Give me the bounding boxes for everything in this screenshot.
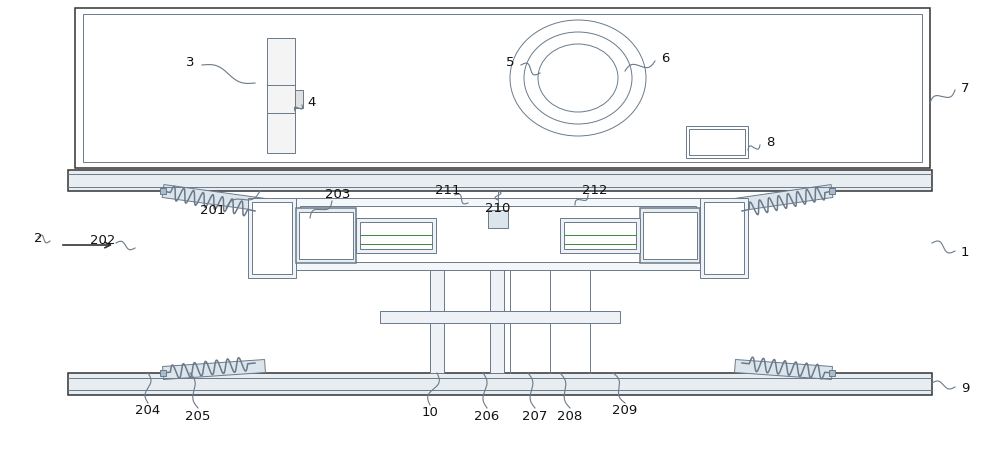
Text: 4: 4 (308, 96, 316, 110)
Bar (564, 222, 636, 249)
Bar (356, 218, 436, 253)
Bar (689, 129, 745, 155)
Text: 9: 9 (961, 382, 969, 394)
Bar (248, 198, 296, 278)
Bar (488, 210, 508, 228)
Text: 8: 8 (766, 137, 774, 150)
Text: 209: 209 (612, 405, 638, 418)
Polygon shape (735, 359, 832, 380)
Text: 201: 201 (200, 204, 226, 217)
Bar (296, 208, 356, 263)
Bar (643, 212, 697, 259)
Text: 202: 202 (90, 234, 116, 248)
Text: 210: 210 (485, 201, 511, 214)
Bar (160, 370, 166, 376)
Bar (83, 14, 922, 162)
Text: 2: 2 (34, 232, 42, 244)
Text: 204: 204 (135, 405, 161, 418)
Bar (360, 222, 432, 249)
Bar (700, 198, 748, 278)
Bar (686, 126, 748, 158)
Bar (296, 198, 700, 270)
Text: 203: 203 (325, 188, 351, 201)
Text: 7: 7 (961, 81, 969, 94)
Bar (560, 218, 640, 253)
Text: 205: 205 (185, 409, 211, 423)
Polygon shape (734, 185, 833, 212)
Text: 6: 6 (661, 51, 669, 64)
Text: 208: 208 (557, 409, 583, 423)
Bar (300, 206, 696, 262)
Bar (829, 370, 835, 376)
Bar (380, 311, 620, 323)
Bar (640, 208, 700, 263)
Text: 206: 206 (474, 409, 500, 423)
Text: 10: 10 (422, 407, 438, 419)
Text: 3: 3 (186, 56, 194, 69)
Text: 5: 5 (506, 56, 514, 69)
Polygon shape (163, 359, 265, 380)
Polygon shape (162, 185, 266, 212)
Bar (704, 202, 744, 274)
Bar (490, 270, 504, 373)
Bar (295, 90, 303, 108)
Text: 207: 207 (522, 409, 548, 423)
Bar (430, 270, 444, 373)
Bar (75, 8, 930, 168)
Text: 212: 212 (582, 184, 608, 198)
Text: 211: 211 (435, 184, 461, 198)
Bar (68, 373, 932, 395)
Bar (160, 188, 166, 194)
Bar (829, 188, 835, 194)
Bar (252, 202, 292, 274)
Text: 1: 1 (961, 246, 969, 259)
Bar (267, 38, 295, 153)
Bar (68, 170, 932, 191)
Bar (299, 212, 353, 259)
